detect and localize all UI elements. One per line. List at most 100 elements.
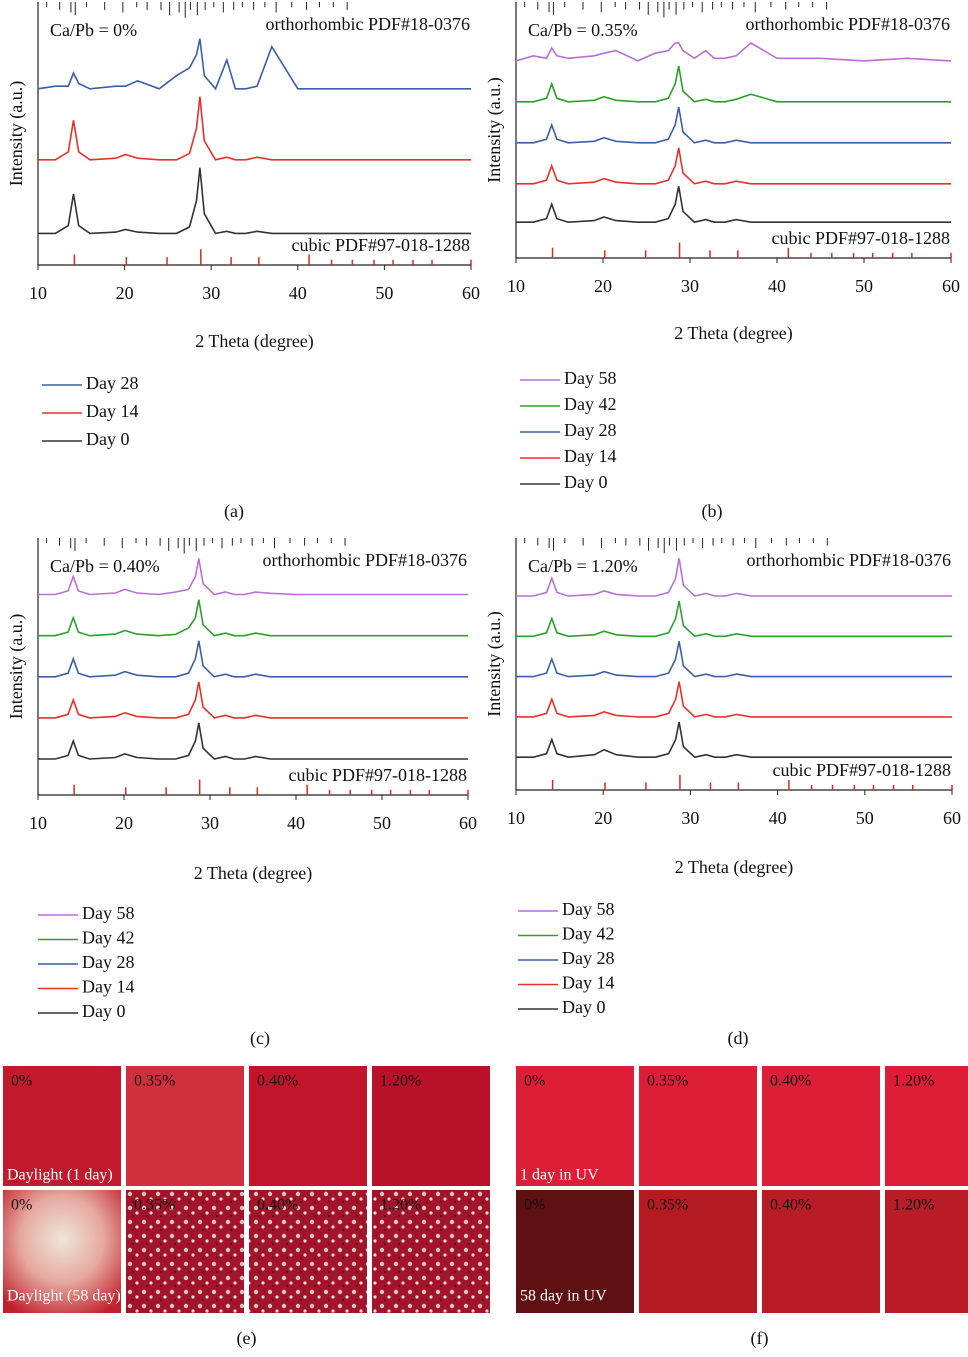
tile-label: 0.35% <box>134 1073 175 1090</box>
ortho-ref-label: orthorhombic PDF#18-0376 <box>266 14 471 34</box>
legend-label: Day 0 <box>86 429 130 449</box>
xrd-line <box>516 106 951 144</box>
legend-label: Day 0 <box>562 997 606 1017</box>
photo-tile <box>762 1190 880 1313</box>
photo-tile <box>762 1066 880 1186</box>
cubic-ref-label: cubic PDF#97-018-1288 <box>292 235 471 255</box>
tile-label: 1.20% <box>893 1197 934 1214</box>
x-tick-label: 50 <box>373 813 391 833</box>
composition-label: Ca/Pb = 0.40% <box>50 556 160 576</box>
row-caption: Daylight (1 day) <box>7 1167 113 1184</box>
photo-tile <box>372 1190 490 1313</box>
panel-label: (a) <box>224 501 244 522</box>
xrd-line <box>516 641 952 678</box>
tile-label: 0.40% <box>257 1073 298 1090</box>
xrd-line <box>38 96 471 161</box>
tile-label: 1.20% <box>893 1073 934 1090</box>
xrd-line <box>38 640 468 678</box>
photo-tile <box>516 1066 634 1186</box>
legend-label: Day 0 <box>564 472 608 492</box>
panel-label: (f) <box>751 1328 769 1349</box>
photo-tile <box>249 1190 367 1313</box>
x-tick-label: 40 <box>289 283 307 303</box>
x-tick-label: 60 <box>462 283 480 303</box>
xrd-line <box>516 681 952 718</box>
tile-label: 0.40% <box>770 1197 811 1214</box>
panel-label: (d) <box>728 1028 749 1049</box>
composition-label: Ca/Pb = 1.20% <box>528 556 638 576</box>
photo-tile <box>3 1190 121 1313</box>
xrd-line <box>38 558 468 596</box>
x-tick-label: 10 <box>29 813 47 833</box>
xrd-line <box>38 722 468 760</box>
xrd-line <box>515 42 952 62</box>
x-tick-label: 10 <box>29 283 47 303</box>
legend-label: Day 28 <box>564 420 617 440</box>
xrd-line <box>38 599 468 637</box>
row-caption: 1 day in UV <box>520 1167 599 1184</box>
x-tick-label: 30 <box>202 283 220 303</box>
x-tick-label: 60 <box>459 813 477 833</box>
x-tick-label: 50 <box>856 808 874 828</box>
x-axis-label: 2 Theta (degree) <box>675 857 794 878</box>
x-tick-label: 40 <box>769 808 787 828</box>
photo-tile <box>3 1066 121 1186</box>
composition-label: Ca/Pb = 0% <box>50 20 137 40</box>
x-tick-label: 50 <box>375 283 393 303</box>
y-axis-label: Intensity (a.u.) <box>484 611 505 716</box>
legend-label: Day 14 <box>564 446 617 466</box>
tile-label: 1.20% <box>380 1073 421 1090</box>
legend-label: Day 58 <box>82 903 135 923</box>
x-tick-label: 20 <box>116 283 134 303</box>
x-tick-label: 20 <box>594 808 612 828</box>
row-caption: 58 day in UV <box>520 1288 607 1305</box>
y-axis-label: Intensity (a.u.) <box>484 77 505 182</box>
row-caption: Daylight (58 day) <box>7 1288 121 1305</box>
legend-label: Day 0 <box>82 1001 126 1021</box>
photo-tile <box>516 1190 634 1313</box>
xrd-line <box>516 65 951 103</box>
photo-tile <box>885 1190 968 1313</box>
x-tick-label: 40 <box>768 276 786 296</box>
ortho-ref-label: orthorhombic PDF#18-0376 <box>263 550 468 570</box>
legend-label: Day 28 <box>82 952 135 972</box>
tile-label: 0% <box>524 1073 545 1090</box>
xrd-line <box>516 721 952 759</box>
tile-label: 0.35% <box>134 1197 175 1214</box>
x-axis-label: 2 Theta (degree) <box>195 331 314 352</box>
x-tick-label: 10 <box>507 276 525 296</box>
photo-tile <box>885 1066 968 1186</box>
tile-label: 0.35% <box>647 1197 688 1214</box>
x-tick-label: 10 <box>507 808 525 828</box>
x-tick-label: 30 <box>681 276 699 296</box>
tile-label: 0.35% <box>647 1073 688 1090</box>
cubic-ref-label: cubic PDF#97-018-1288 <box>773 760 952 780</box>
xrd-line <box>516 558 952 597</box>
x-tick-label: 20 <box>115 813 133 833</box>
y-axis-label: Intensity (a.u.) <box>6 81 27 186</box>
legend-label: Day 42 <box>564 394 617 414</box>
photo-tile <box>639 1190 757 1313</box>
photo-tile <box>126 1066 244 1186</box>
tile-label: 0% <box>11 1197 32 1214</box>
xrd-line <box>516 147 951 185</box>
legend-label: Day 58 <box>562 899 615 919</box>
x-axis-label: 2 Theta (degree) <box>194 863 313 884</box>
x-tick-label: 50 <box>855 276 873 296</box>
photo-tile <box>126 1190 244 1313</box>
legend-label: Day 42 <box>82 928 135 948</box>
panel-label: (b) <box>702 501 723 522</box>
y-axis-label: Intensity (a.u.) <box>6 614 27 719</box>
x-tick-label: 20 <box>594 276 612 296</box>
tile-label: 0% <box>11 1073 32 1090</box>
x-tick-label: 30 <box>201 813 219 833</box>
tile-label: 0.40% <box>770 1073 811 1090</box>
tile-label: 0% <box>524 1197 545 1214</box>
tile-label: 0.40% <box>257 1197 298 1214</box>
cubic-ref-label: cubic PDF#97-018-1288 <box>772 228 951 248</box>
photo-tile <box>249 1066 367 1186</box>
panel-label: (e) <box>237 1328 257 1349</box>
xrd-line <box>38 681 468 719</box>
xrd-line <box>516 186 951 224</box>
